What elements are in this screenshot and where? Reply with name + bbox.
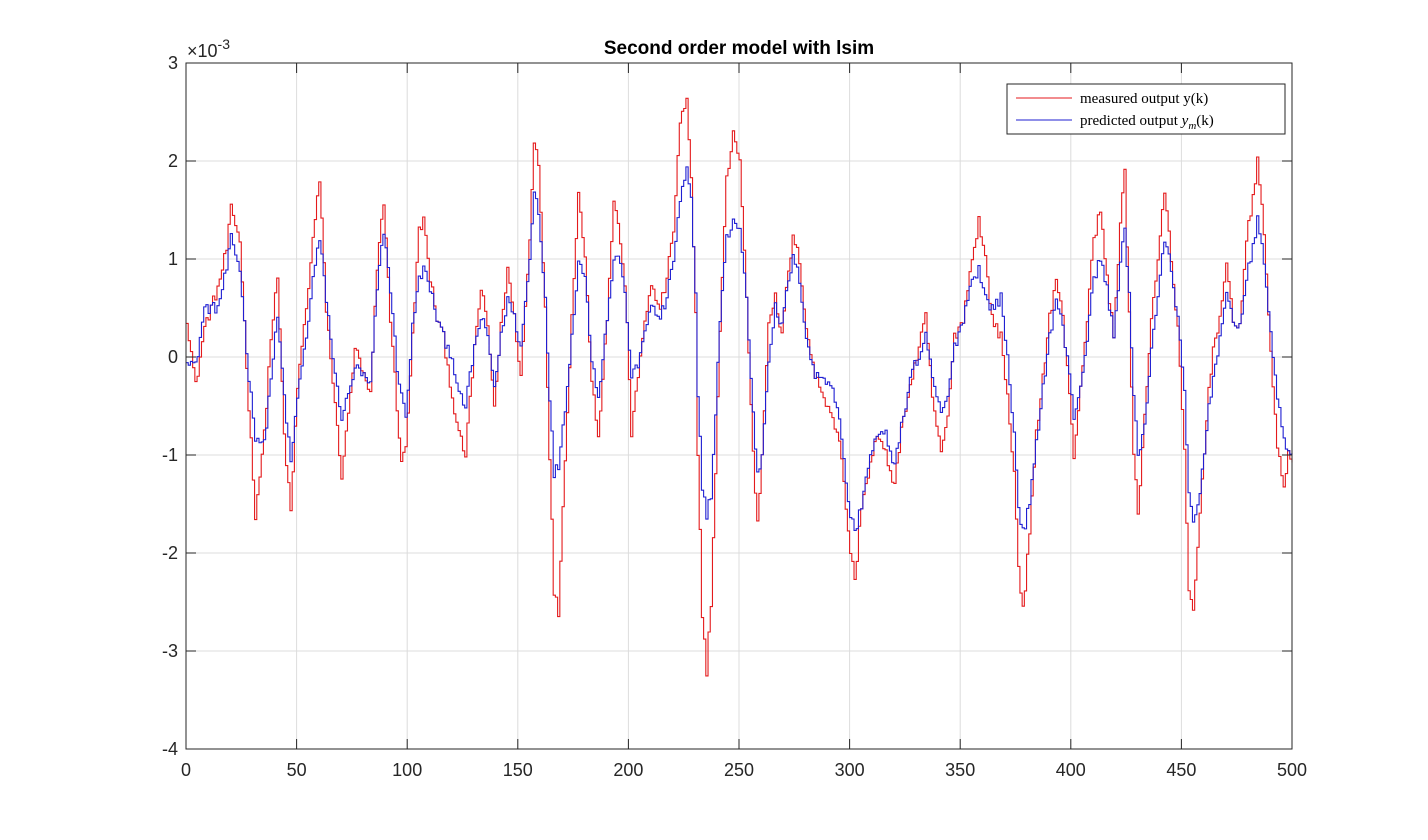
x-tick-label: 450 [1166, 760, 1196, 780]
y-tick-label: -3 [162, 641, 178, 661]
y-tick-label: 0 [168, 347, 178, 367]
x-tick-label: 350 [945, 760, 975, 780]
series-layer [186, 97, 1293, 677]
x-tick-labels: 0 50 100 150 200 250 300 350 400 450 500 [181, 760, 1307, 780]
y-tick-label: 3 [168, 53, 178, 73]
x-tick-label: 100 [392, 760, 422, 780]
chart-title: Second order model with lsim [604, 38, 874, 59]
legend: measured output y(k) predicted output ym… [1006, 83, 1286, 135]
legend-predicted-prefix: predicted output [1080, 113, 1182, 129]
y-tick-label: 2 [168, 151, 178, 171]
y-tick-label: -2 [162, 543, 178, 563]
y-exponent-power: -3 [218, 36, 231, 52]
legend-predicted-symbol: y [1180, 113, 1189, 129]
y-tick-labels: -4 -3 -2 -1 0 1 2 3 [162, 53, 178, 759]
y-tick-label: -4 [162, 739, 178, 759]
legend-label-measured: measured output y(k) [1080, 91, 1208, 107]
series-line-predicted [186, 166, 1293, 531]
x-tick-label: 150 [503, 760, 533, 780]
x-tick-label: 250 [724, 760, 754, 780]
y-tick-label: -1 [162, 445, 178, 465]
y-tick-label: 1 [168, 249, 178, 269]
x-tick-label: 400 [1056, 760, 1086, 780]
legend-box [1006, 83, 1286, 135]
x-tick-label: 300 [835, 760, 865, 780]
x-tick-label: 500 [1277, 760, 1307, 780]
y-exponent-base: ×10 [187, 41, 218, 61]
x-tick-label: 50 [287, 760, 307, 780]
x-tick-label: 200 [613, 760, 643, 780]
y-exponent-label: ×10-3 [187, 36, 230, 61]
legend-predicted-suffix: (k) [1196, 113, 1214, 129]
legend-label-predicted: predicted output ym(k) [1080, 113, 1214, 132]
grid-lines [186, 63, 1292, 749]
legend-predicted-subscript: m [1188, 120, 1196, 132]
ticks [185, 62, 1293, 750]
x-tick-label: 0 [181, 760, 191, 780]
